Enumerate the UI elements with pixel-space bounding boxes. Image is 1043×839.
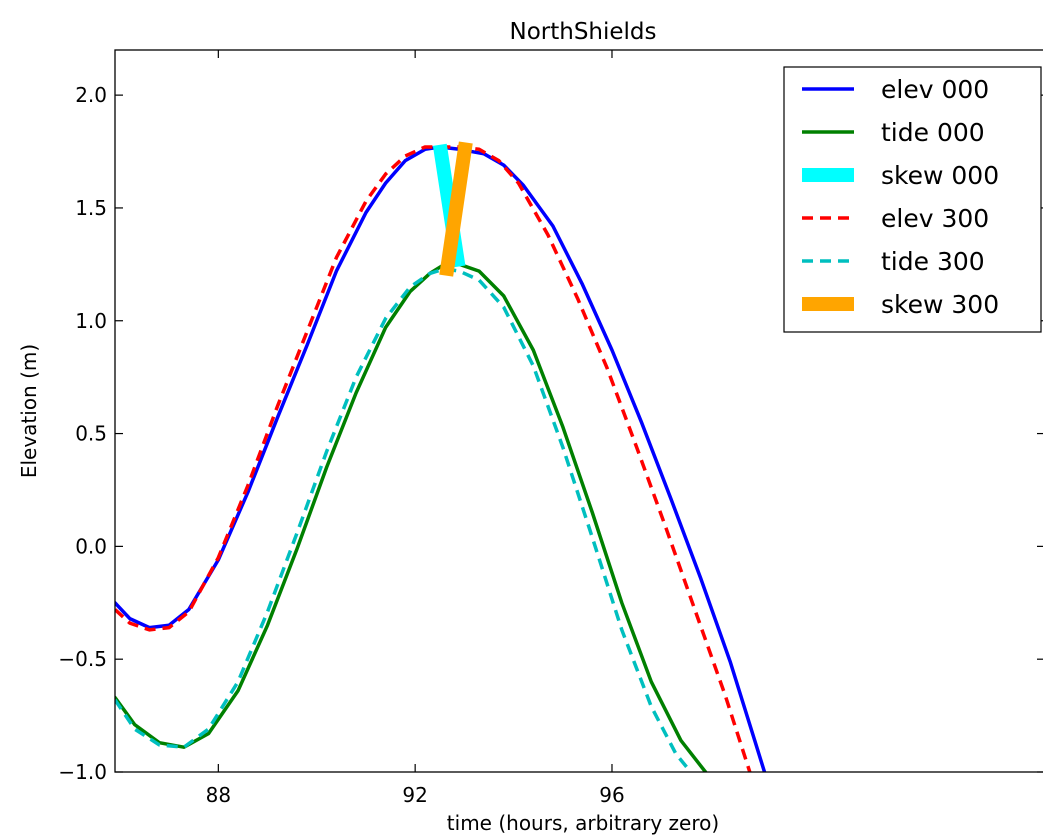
chart-title: NorthShields [509, 19, 656, 45]
series-skew-300 [439, 141, 473, 277]
y-tick-label: 1.5 [75, 196, 107, 220]
x-tick-label: 92 [402, 783, 427, 807]
y-tick-label: 1.0 [75, 309, 107, 333]
legend-label-elev-000: elev 000 [881, 75, 989, 104]
x-axis-label: time (hours, arbitrary zero) [447, 811, 719, 835]
legend-box [783, 66, 1042, 333]
x-tick-label: 88 [206, 783, 231, 807]
series-elev-000 [115, 145, 767, 772]
series-tide-000 [115, 262, 708, 772]
y-tick-label: 2.0 [75, 83, 107, 107]
y-tick-label: 0.5 [75, 422, 107, 446]
legend-label-skew-000: skew 000 [881, 161, 999, 190]
series-tide-300 [115, 267, 693, 772]
legend-label-skew-300: skew 300 [881, 290, 999, 319]
plot-lines [115, 141, 767, 772]
y-tick-label: −1.0 [58, 760, 107, 784]
legend-label-tide-000: tide 000 [881, 118, 985, 147]
legend-label-tide-300: tide 300 [881, 247, 985, 276]
axis-ticks: 88 92 96 −1.0 −0.5 0.0 0.5 1.0 1.5 2.0 [58, 50, 1043, 807]
legend-label-elev-300: elev 300 [881, 204, 989, 233]
series-elev-300 [115, 145, 752, 772]
legend: elev 000 tide 000 skew 000 elev 300 tide 300… [783, 66, 1042, 333]
plot-frame [114, 49, 1043, 773]
y-axis-label: Elevation (m) [17, 344, 41, 478]
y-tick-label: 0.0 [75, 534, 107, 558]
x-tick-label: 96 [599, 783, 624, 807]
y-tick-label: −0.5 [58, 647, 107, 671]
